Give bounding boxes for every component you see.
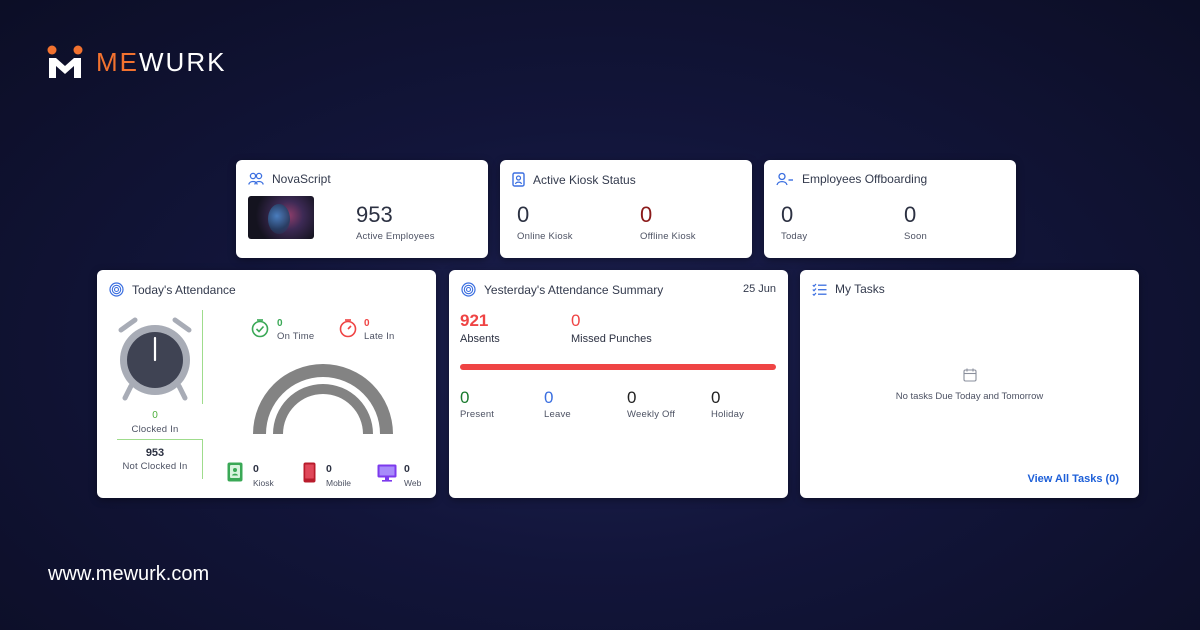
weekly-off-count: 0 [627,388,637,407]
late-in-label: Late In [364,331,395,342]
calendar-icon [963,368,977,382]
web-source-count: 0 [404,463,410,475]
on-time-count: 0 [277,318,283,329]
kiosk-source-count: 0 [253,463,259,475]
active-employees-label: Active Employees [356,231,435,242]
yesterdays-attendance-card[interactable]: Yesterday's Attendance Summary 25 Jun 92… [449,270,788,498]
card-header: NovaScript [248,172,331,186]
web-source-icon [377,464,397,482]
holiday-count: 0 [711,388,721,407]
online-kiosk-label: Online Kiosk [517,231,573,242]
brand-name: MEWURK [96,47,226,78]
empty-tasks-message: No tasks Due Today and Tomorrow [895,391,1044,402]
absents-progress-bar [460,364,776,370]
on-time-stopwatch-icon [251,319,269,338]
alarm-clock-icon [118,317,192,401]
card-title: Employees Offboarding [802,172,928,186]
not-clocked-in-label: Not Clocked In [122,461,188,472]
brand-name-me: ME [96,46,139,77]
offboarding-soon-count: 0 [904,202,917,227]
card-title: NovaScript [272,172,331,186]
users-icon [248,172,264,185]
brand-logo: MEWURK [46,44,226,80]
on-time-label: On Time [277,331,315,342]
my-tasks-card[interactable]: My Tasks No tasks Due Today and Tomorrow… [800,270,1139,498]
divider [117,439,203,440]
present-count: 0 [460,388,470,407]
card-title: Active Kiosk Status [533,172,636,187]
weekly-off-label: Weekly Off [627,409,676,420]
offboarding-soon-label: Soon [904,231,927,242]
user-minus-icon [776,172,793,186]
clocked-in-label: Clocked In [131,424,179,435]
fingerprint-icon [109,282,124,297]
summary-date: 25 Jun [742,283,776,295]
clocked-in-count: 0 [152,410,158,421]
offboarding-today-label: Today [781,231,808,242]
holiday-label: Holiday [711,409,745,420]
task-list-icon [812,283,827,296]
active-employees-card[interactable]: NovaScript 953 Active Employees [236,160,488,258]
card-header: My Tasks [812,282,885,296]
missed-punches-count: 0 [571,311,581,330]
active-employees-count: 953 [356,202,393,227]
web-source-label: Web [404,478,422,488]
card-title: Today's Attendance [132,282,236,297]
fingerprint-icon [461,282,476,297]
online-kiosk-count: 0 [517,202,530,227]
kiosk-status-card[interactable]: Active Kiosk Status 0 Online Kiosk 0 Off… [500,160,752,258]
kiosk-icon [512,172,525,187]
late-in-stopwatch-icon [339,319,357,338]
card-header: Today's Attendance [109,282,236,297]
leave-label: Leave [544,409,571,420]
leave-count: 0 [544,388,554,407]
divider [202,439,203,479]
view-all-tasks-link[interactable]: View All Tasks (0) [1027,473,1119,485]
card-header: Active Kiosk Status [512,172,636,187]
kiosk-source-label: Kiosk [253,478,274,488]
website-url: www.mewurk.com [48,563,210,585]
present-label: Present [460,409,495,420]
todays-attendance-card[interactable]: Today's Attendance 0 Clocked In 953 Not … [97,270,436,498]
late-in-count: 0 [364,318,370,329]
offboarding-today-count: 0 [781,202,794,227]
card-header: Yesterday's Attendance Summary [461,282,663,297]
divider [202,310,203,404]
mobile-source-icon [303,462,316,483]
mewurk-logo-icon [47,45,83,78]
mobile-source-count: 0 [326,463,332,475]
kiosk-source-icon [227,462,243,482]
absents-label: Absents [460,333,500,345]
absents-count: 921 [460,311,489,330]
not-clocked-in-count: 953 [145,447,165,459]
card-header: Employees Offboarding [776,172,927,186]
offline-kiosk-count: 0 [640,202,653,227]
card-title: Yesterday's Attendance Summary [484,282,664,297]
attendance-gauge [253,364,393,434]
brand-name-wurk: WURK [139,46,227,77]
missed-punches-label: Missed Punches [571,333,652,345]
mobile-source-label: Mobile [326,478,352,488]
company-thumbnail [248,196,314,239]
offline-kiosk-label: Offline Kiosk [640,231,696,242]
employees-offboarding-card[interactable]: Employees Offboarding 0 Today 0 Soon [764,160,1016,258]
card-title: My Tasks [835,282,885,296]
